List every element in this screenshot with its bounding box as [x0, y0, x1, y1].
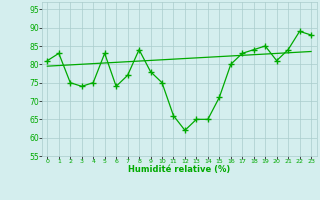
X-axis label: Humidité relative (%): Humidité relative (%)	[128, 165, 230, 174]
